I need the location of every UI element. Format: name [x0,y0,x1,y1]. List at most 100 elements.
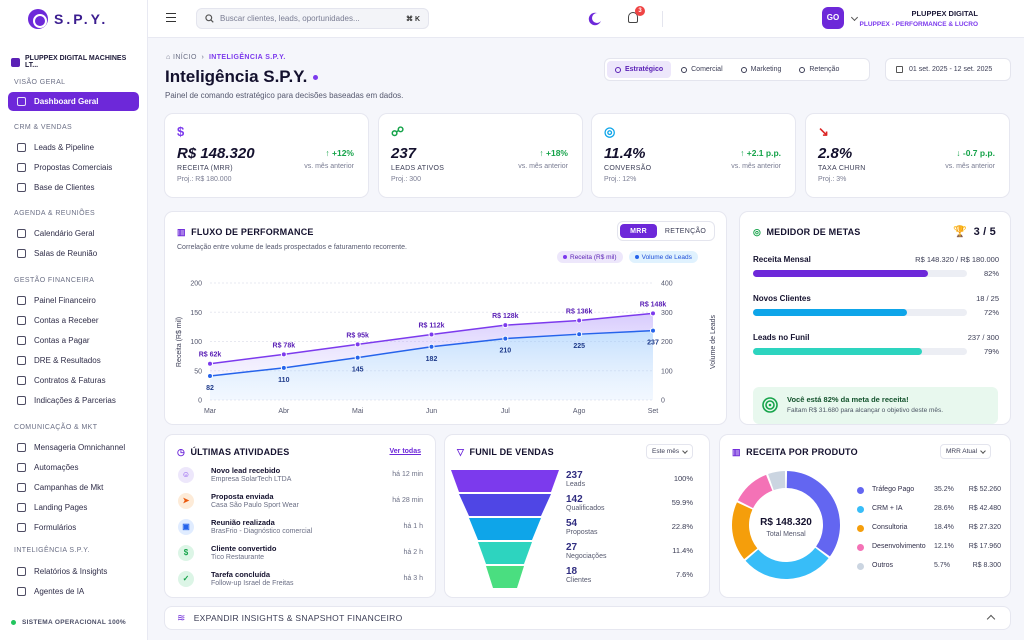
activity-item[interactable]: ➤ Proposta enviada Casa São Paulo Sport We… [178,491,423,513]
sidebar-item[interactable]: Base de Clientes [8,178,139,197]
view-all-link[interactable]: Ver todas [389,448,421,455]
sidebar-item[interactable]: Landing Pages [8,498,139,517]
revenue-point[interactable] [354,341,361,348]
org-switcher[interactable]: PLUPPEX DIGITAL MACHINES LT... [11,55,139,69]
revenue-point[interactable] [650,310,656,317]
menu-icon[interactable] [166,13,176,23]
donut-slice[interactable] [745,547,829,579]
home-icon[interactable]: ⌂ [166,54,171,61]
sidebar-item[interactable]: Contas a Receber [8,311,139,330]
funnel-stage-value: 142 [566,494,583,505]
toggle-mrr[interactable]: MRR [620,224,658,238]
activity-title: Tarefa concluída [211,570,271,579]
view-tab-label: Marketing [750,66,782,73]
leads-point[interactable] [502,335,509,342]
toggle-retencao[interactable]: RETENÇÃO [664,227,707,235]
sidebar-item[interactable]: DRE & Resultados [8,351,139,370]
product-row[interactable]: Desenvolvimento 12.1% R$ 17.960 [857,542,1001,554]
funnel-stage[interactable] [469,518,541,540]
donut-slice[interactable] [737,474,773,509]
sidebar-item[interactable]: Agentes de IA [8,582,139,601]
kpi-projection: Proj.: 12% [604,176,637,183]
activity-item[interactable]: ✓ Tarefa concluída Follow-up Israel de Fre… [178,569,423,591]
funnel-stage-value: 54 [566,518,578,529]
sidebar-item[interactable]: Formulários [8,518,139,537]
funnel-period-select[interactable]: Este mês [646,444,694,459]
sidebar-item-label: Relatórios & Insights [34,567,108,576]
sidebar-item[interactable]: Relatórios & Insights [8,562,139,581]
activity-item[interactable]: ☺ Novo lead recebido Empresa SolarTech LTD… [178,465,423,487]
funnel-stage[interactable] [451,470,559,492]
brand-name: S.P.Y. [54,11,109,27]
chevron-up-icon[interactable] [986,614,996,624]
product-row[interactable]: Consultoria 18.4% R$ 27.320 [857,523,1001,535]
kpi-card[interactable]: ☍ 237 LEADS ATIVOS Proj.: 300 ↑ +18% vs. mês … [378,113,583,198]
breadcrumb-home[interactable]: INÍCIO [173,54,197,61]
revenue-point[interactable] [576,317,583,324]
user-info[interactable]: PLUPPEX DIGITAL PLUPPEX - PERFORMANCE & … [860,9,978,28]
sidebar-item[interactable]: Leads & Pipeline [8,138,139,157]
sidebar-item[interactable]: Mensageria Omnichannel [8,438,139,457]
leads-point[interactable] [280,364,287,371]
activity-item[interactable]: $ Cliente convertido Tico Restaurante há 2 … [178,543,423,565]
revenue-point[interactable] [207,360,213,367]
funnel-stage[interactable] [486,566,524,588]
tab-icon [799,66,806,73]
theme-toggle-moon-icon[interactable] [592,13,602,23]
leads-point[interactable] [207,373,213,380]
kpi-card[interactable]: ◎ 11.4% CONVERSÃO Proj.: 12% ↑ +2.1 p.p. vs. … [591,113,796,198]
donut-slice[interactable] [768,471,786,491]
sidebar-item[interactable]: Contas a Pagar [8,331,139,350]
date-range-picker[interactable]: 01 set. 2025 - 12 set. 2025 [885,58,1011,81]
sidebar-item[interactable]: Salas de Reunião [8,244,139,263]
sidebar-item[interactable]: Painel Financeiro [8,291,139,310]
sidebar-item[interactable]: Dashboard Geral [8,92,139,111]
revenue-point[interactable] [428,331,435,338]
revenue-point[interactable] [280,351,287,358]
tab-icon [740,66,747,73]
avatar[interactable]: GO [822,7,844,29]
view-tab[interactable]: Estratégico [607,61,672,78]
activity-item[interactable]: ▣ Reunião realizada BrasFrio - Diagnóstico… [178,517,423,539]
product-row[interactable]: Outros 5.7% R$ 8.300 [857,561,1001,573]
product-value: R$ 27.320 [968,524,1001,531]
legend-swatch-icon [857,487,864,494]
kpi-comparison: vs. mês anterior [731,163,781,170]
donut-slice[interactable] [732,502,758,560]
logo[interactable]: S.P.Y. [28,9,108,29]
legend-receita[interactable]: Receita (R$ mil) [557,251,623,263]
legend-leads[interactable]: Volume de Leads [628,251,698,263]
sidebar-item[interactable]: Campanhas de Mkt [8,478,139,497]
goal-label: Receita Mensal [753,255,811,264]
sidebar-item[interactable]: Propostas Comerciais [8,158,139,177]
sidebar-item[interactable]: Indicações & Parcerias [8,391,139,410]
kpi-card[interactable]: ↘ 2.8% TAXA CHURN Proj.: 3% ↓ -0.7 p.p. vs. m… [805,113,1010,198]
product-value: R$ 42.480 [968,505,1001,512]
kpi-delta: ↑ +12% [325,148,354,158]
product-row[interactable]: Tráfego Pago 35.2% R$ 52.260 [857,485,1001,497]
expand-insights-button[interactable]: ≋ EXPANDIR INSIGHTS & SNAPSHOT FINANCEIR… [164,606,1011,630]
sidebar-item[interactable]: Automações [8,458,139,477]
leads-point[interactable] [428,343,435,350]
y-tick-label: 100 [190,339,202,346]
view-tab[interactable]: Retenção [791,61,847,78]
leads-point[interactable] [354,354,361,361]
product-row[interactable]: CRM + IA 28.6% R$ 42.480 [857,504,1001,516]
revenue-point[interactable] [502,322,509,329]
funnel-stage[interactable] [459,494,551,516]
donut-slice[interactable] [786,471,840,557]
tab-icon [615,66,621,73]
sidebar-item[interactable]: Contratos & Faturas [8,371,139,390]
revenue-data-label: R$ 136k [566,308,593,315]
kpi-card[interactable]: $ R$ 148.320 RECEITA (MRR) Proj.: R$ 180.00… [164,113,369,198]
funnel-stage[interactable] [478,542,532,564]
search-input[interactable]: Buscar clientes, leads, oportunidades...… [196,8,429,29]
view-tab[interactable]: Marketing [733,61,790,78]
sidebar-item[interactable]: Calendário Geral [8,224,139,243]
leads-point[interactable] [650,327,656,334]
leads-point[interactable] [576,331,583,338]
products-period-select[interactable]: MRR Atual [940,444,992,459]
view-tab[interactable]: Comercial [673,61,731,78]
products-card: ▥ RECEITA POR PRODUTO MRR Atual R$ 148.3… [719,434,1011,598]
bell-icon[interactable] [628,12,638,23]
